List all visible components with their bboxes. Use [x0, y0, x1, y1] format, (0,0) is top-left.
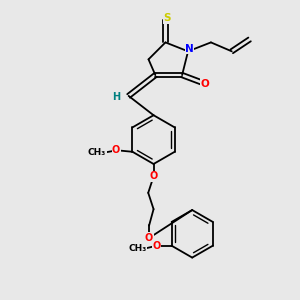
Text: H: H — [112, 92, 120, 102]
Text: S: S — [163, 13, 171, 23]
Text: CH₃: CH₃ — [129, 244, 147, 253]
Text: O: O — [149, 172, 158, 182]
Text: O: O — [153, 241, 161, 251]
Text: CH₃: CH₃ — [88, 148, 106, 157]
Text: O: O — [145, 233, 153, 243]
Text: N: N — [185, 44, 194, 54]
Text: O: O — [200, 79, 209, 89]
Text: O: O — [112, 145, 120, 155]
